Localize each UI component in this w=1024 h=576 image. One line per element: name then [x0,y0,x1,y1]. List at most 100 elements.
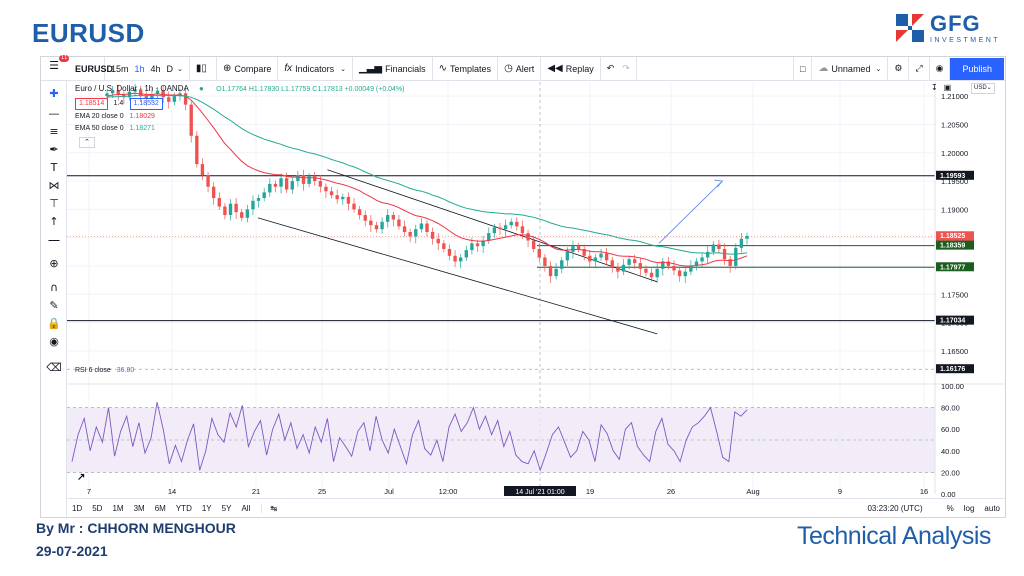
magnet-icon[interactable]: ∩ [49,281,59,294]
utc-clock[interactable]: 03:23:20 (UTC) [867,504,923,513]
redo-icon[interactable]: ↷ [622,63,630,73]
replay-button[interactable]: ◀◀ Replay [541,56,601,81]
candle-body [211,186,216,199]
square-icon: □ [799,63,806,74]
range-1y[interactable]: 1Y [201,504,212,513]
legend-collapse-button[interactable]: ⌃ [79,137,95,148]
settings-button[interactable]: ⚙ [888,56,910,81]
templates-button[interactable]: ∿ Templates [433,56,499,81]
bid-price[interactable]: 1.18514 [75,98,109,110]
compare-label: Compare [234,63,272,74]
trash-icon[interactable]: ⌫ [46,361,62,374]
bottom-toolbar: 1D 5D 1M 3M 6M YTD 1Y 5Y All ↹ 03:23:20 … [67,498,1005,518]
range-5y[interactable]: 5Y [221,504,232,513]
candle-body [357,209,362,216]
range-5d[interactable]: 5D [92,504,103,513]
measure-position-icon[interactable]: ⊤ [49,197,59,210]
chevron-down-icon[interactable]: ⌄ [177,65,183,73]
report-date: 29-07-2021 [36,543,108,559]
text-icon[interactable]: T [50,161,58,174]
candle-body [133,89,137,92]
candle-body [324,186,328,192]
fib-icon[interactable]: ≡ [49,125,59,138]
candle-body [711,244,715,252]
auto-toggle[interactable]: auto [984,504,1000,513]
candle-body [200,164,205,176]
symbol-search[interactable]: EURUSD [41,56,113,81]
interval-15m[interactable]: 15m [111,63,129,74]
lock-drawing-icon[interactable]: ✎ [49,299,59,312]
ema20-label: EMA 20 close 0 [75,113,124,120]
rsi-tick-label: 20.00 [941,468,960,477]
ema50-value: 1.18271 [129,125,155,132]
interval-1h[interactable]: 1h [134,63,145,74]
percent-toggle[interactable]: % [946,504,954,513]
arrow-up-icon[interactable]: ↑ [49,215,59,228]
price-chart[interactable]: 1.21000 1.20500 1.20000 1.19500 1.19000 1.185… [67,82,1005,498]
fullscreen-button[interactable]: ⤢ [909,56,930,81]
price-label: 1.17977 [940,264,965,271]
indicators-button[interactable]: fx Indicators ⌄ [278,56,354,81]
candle-body [666,261,671,266]
candle-body [633,259,637,264]
currency-selector[interactable]: USD⌄ [971,83,995,94]
range-ytd[interactable]: YTD [175,504,192,513]
fullscreen-layout-button[interactable]: □ [792,56,813,81]
currency-label: USD [974,85,987,91]
time-tick-label: 12:00 [439,487,458,496]
interval-d[interactable]: D [166,63,174,74]
pattern-icon[interactable]: ⋈ [48,179,60,192]
legend-ohlc: O1.17764 H1.17830 L1.17759 C1.17813 +0.0… [216,86,405,93]
candle-body [475,243,480,247]
rewind-icon: ◀◀ [547,63,563,74]
eye-icon[interactable]: ◉ [49,335,59,348]
window-icon[interactable]: ▣ [943,83,952,92]
interval-4h[interactable]: 4h [150,63,161,74]
download-icon[interactable]: ↧ [931,83,938,92]
candle-body [391,215,395,220]
plus-circle-icon: ⊕ [222,63,232,74]
rsi-value: 36.80 [116,367,135,374]
chevron-down-icon: ⌄ [986,85,992,91]
ask-price[interactable]: 1.18532 [129,98,163,110]
candle-body [644,268,648,273]
logo-brand: GFG [930,11,981,36]
candle-body [571,246,575,252]
snapshot-button[interactable]: ◉ [930,56,951,81]
lock-icon[interactable]: 🔒 [47,317,61,330]
publish-button[interactable]: Publish [950,57,1004,80]
layout-name-button[interactable]: ☁ Unnamed ⌄ [812,56,889,81]
log-toggle[interactable]: log [963,504,975,513]
undo-icon[interactable]: ↶ [606,63,615,73]
range-3m[interactable]: 3M [133,504,145,513]
legend-dot-icon: ● [199,84,204,93]
candle-body [352,203,356,210]
zoom-in-icon[interactable]: ⊕ [49,257,59,270]
range-all[interactable]: All [241,504,251,513]
menu-icon[interactable]: ☰ 11 [49,55,70,72]
candle-body [588,255,592,262]
alarm-clock-icon: ◷ [504,63,513,74]
candlesticks [105,83,749,283]
brush-icon[interactable]: ✒ [49,143,59,156]
price-tick-label: 1.19000 [941,205,968,214]
candle-body [582,248,586,256]
alert-button[interactable]: ◷ Alert [498,56,542,81]
trend-line-icon[interactable]: — [48,107,60,120]
ruler-icon[interactable]: ⎺ [48,239,60,252]
compare-button[interactable]: ⊕ Compare [217,56,279,81]
candle-body [548,265,553,277]
goto-date-icon[interactable]: ↹ [261,504,282,513]
arrow-shaft [658,180,723,244]
range-1m[interactable]: 1M [112,504,124,513]
templates-label: Templates [450,63,492,74]
candle-body [593,257,598,262]
crosshair-icon[interactable]: ✚ [49,87,59,100]
tradingview-logo-icon: ↗ [77,472,85,483]
financials-button[interactable]: ▁▃▅ Financials [353,56,433,81]
author: By Mr : CHHORN MENGHOUR [36,520,236,536]
candle-body [531,240,536,249]
range-1d[interactable]: 1D [72,504,83,513]
range-6m[interactable]: 6M [154,504,166,513]
chart-type-button[interactable]: ▮▯ [190,56,217,81]
